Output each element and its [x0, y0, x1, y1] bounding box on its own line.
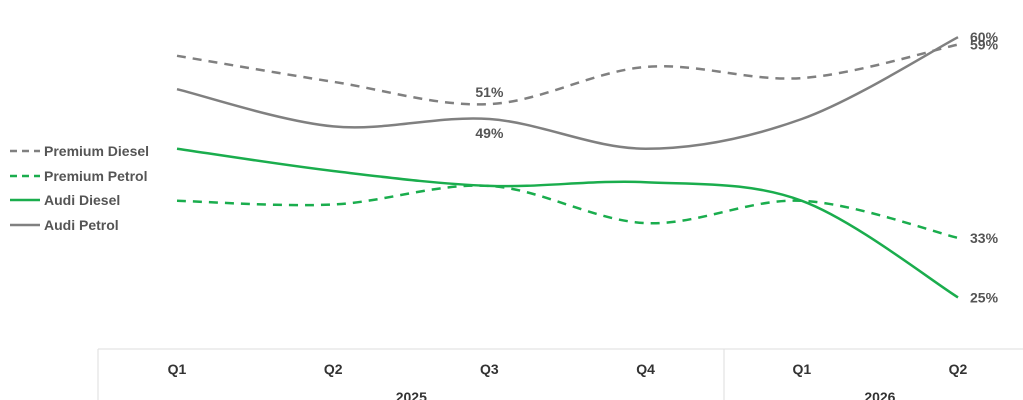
x-tick-label: Q2	[949, 361, 968, 377]
data-label: 33%	[970, 230, 999, 246]
legend-item-premium-diesel: Premium Diesel	[10, 139, 149, 164]
data-label: 51%	[475, 84, 504, 100]
legend-label: Audi Petrol	[44, 216, 119, 233]
data-label: 60%	[970, 29, 999, 45]
legend-label: Audi Diesel	[44, 192, 121, 209]
legend-swatch-dashed-grey	[10, 150, 40, 153]
x-tick-label: Q1	[792, 361, 811, 377]
series-line-premium-diesel	[176, 43, 959, 106]
legend-item-premium-petrol: Premium Petrol	[10, 164, 149, 189]
x-tick-label: Q1	[168, 361, 187, 377]
legend-swatch-solid-green	[10, 199, 40, 202]
x-tick-label: Q4	[636, 361, 655, 377]
data-label: 49%	[475, 125, 504, 141]
series-line-audi-diesel	[176, 147, 959, 299]
legend-item-audi-diesel: Audi Diesel	[10, 188, 149, 213]
x-group-label: 2026	[864, 389, 895, 400]
data-label: 59%	[970, 37, 999, 53]
legend-swatch-solid-grey	[10, 223, 40, 226]
series-line-premium-petrol	[176, 184, 959, 240]
legend-item-audi-petrol: Audi Petrol	[10, 213, 149, 238]
legend: Premium Diesel Premium Petrol Audi Diese…	[10, 139, 149, 237]
legend-label: Premium Diesel	[44, 143, 150, 160]
legend-swatch-dashed-green	[10, 174, 40, 177]
legend-label: Premium Petrol	[44, 167, 148, 184]
data-label: 25%	[970, 289, 999, 305]
x-tick-label: Q3	[480, 361, 499, 377]
x-tick-label: Q2	[324, 361, 343, 377]
series-line-audi-petrol	[176, 36, 959, 150]
x-group-label: 2025	[396, 389, 427, 400]
